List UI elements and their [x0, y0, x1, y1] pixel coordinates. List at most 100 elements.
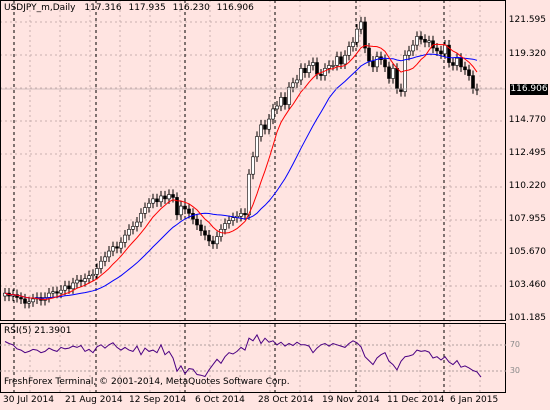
date-tick: 6 Oct 2014 [195, 395, 245, 405]
candle-body [443, 44, 447, 55]
rsi-level-label: 70 [509, 340, 520, 349]
candle-body [123, 234, 127, 243]
candle-body [299, 68, 303, 81]
ma-fast-line [4, 43, 478, 301]
candle-body [171, 194, 175, 198]
ma-slow-line [4, 53, 478, 299]
date-tick: 11 Dec 2014 [387, 395, 445, 405]
candle-body [51, 291, 55, 294]
candle-body [27, 301, 31, 304]
candle-body [31, 298, 35, 303]
rsi-border [0, 323, 506, 393]
candle-body [59, 289, 63, 294]
candle-body [383, 59, 387, 68]
candle-body [295, 79, 299, 84]
candle-body [391, 68, 395, 79]
price-tick: 119.320 [508, 49, 546, 59]
candle-body [367, 47, 371, 62]
chart-grid [0, 0, 506, 392]
price-tick: 114.770 [508, 115, 546, 125]
candle-body [167, 194, 171, 200]
candle-body [155, 198, 159, 203]
close-value: 116.906 [216, 3, 254, 13]
candle-body [259, 124, 263, 137]
candle-body [159, 195, 163, 203]
candle-body [371, 60, 375, 68]
rsi-line [4, 333, 482, 378]
candle-body [319, 73, 323, 76]
candle-body [83, 278, 87, 282]
candle-body [271, 108, 275, 120]
candle-body [247, 173, 251, 216]
candle-body [303, 68, 307, 73]
candle-body [127, 229, 131, 236]
candle-body [103, 256, 107, 262]
candle-body [199, 224, 203, 232]
candle-body [375, 56, 379, 68]
candle-body [275, 105, 279, 110]
candle-body [459, 57, 463, 68]
candle-body [91, 273, 95, 277]
candle-body [351, 41, 355, 47]
candle-body [327, 65, 331, 69]
candle-body [323, 68, 327, 76]
candle-body [403, 54, 407, 92]
candle-body [115, 246, 119, 249]
candle-body [315, 62, 319, 75]
candle-body [111, 246, 115, 252]
candle-body [231, 217, 235, 221]
candle-body [107, 250, 111, 258]
candle-body [147, 202, 151, 208]
candle-body [183, 205, 187, 210]
candle-body [471, 75, 475, 89]
candle-body [215, 236, 219, 245]
open-value: 117.316 [84, 3, 122, 13]
candle-body [71, 282, 75, 290]
symbol-label: USDJPY_m,Daily [4, 3, 76, 13]
candle-body [255, 136, 259, 158]
candle-body [135, 221, 139, 227]
candle-body [203, 230, 207, 236]
date-tick: 21 Aug 2014 [65, 395, 123, 405]
date-tick: 30 Jul 2014 [3, 395, 54, 405]
candle-body [343, 54, 347, 65]
candle-body [347, 46, 351, 56]
date-tick: 12 Sep 2014 [129, 395, 187, 405]
candle-body [455, 57, 459, 66]
candle-body [131, 226, 135, 230]
date-tick: 28 Oct 2014 [258, 395, 314, 405]
candle-body [211, 240, 215, 245]
candle-body [195, 218, 199, 226]
candle-body [355, 28, 359, 43]
candle-body [435, 47, 439, 52]
candle-body [47, 292, 51, 298]
current-price-badge: 116.906 [510, 84, 548, 95]
candle-body [79, 279, 83, 282]
candle-body [451, 62, 455, 66]
candle-body [311, 62, 315, 66]
candle-body [187, 208, 191, 214]
candle-body [335, 56, 339, 66]
candle-body [283, 97, 287, 105]
candle-body [267, 118, 271, 130]
candle-body [163, 195, 167, 200]
candle-body [243, 213, 247, 216]
candle-body [87, 275, 91, 279]
price-tick: 101.185 [508, 313, 546, 323]
chart-title: USDJPY_m,Daily 117.316 117.935 116.230 1… [4, 3, 258, 13]
candle-body [279, 97, 283, 107]
candle-body [339, 56, 343, 65]
candle-body [291, 82, 295, 88]
candle-body [467, 69, 471, 76]
candle-body [463, 66, 467, 71]
candle-body [99, 260, 103, 269]
candle-body [251, 156, 255, 175]
candle-body [139, 213, 143, 223]
candle-body [287, 86, 291, 105]
candle-body [307, 65, 311, 73]
candle-body [331, 65, 335, 67]
candle-body [179, 205, 183, 216]
terminal-footer: FreshForex Terminal, © 2001-2014, MetaQu… [4, 377, 290, 387]
candle-body [363, 21, 367, 49]
